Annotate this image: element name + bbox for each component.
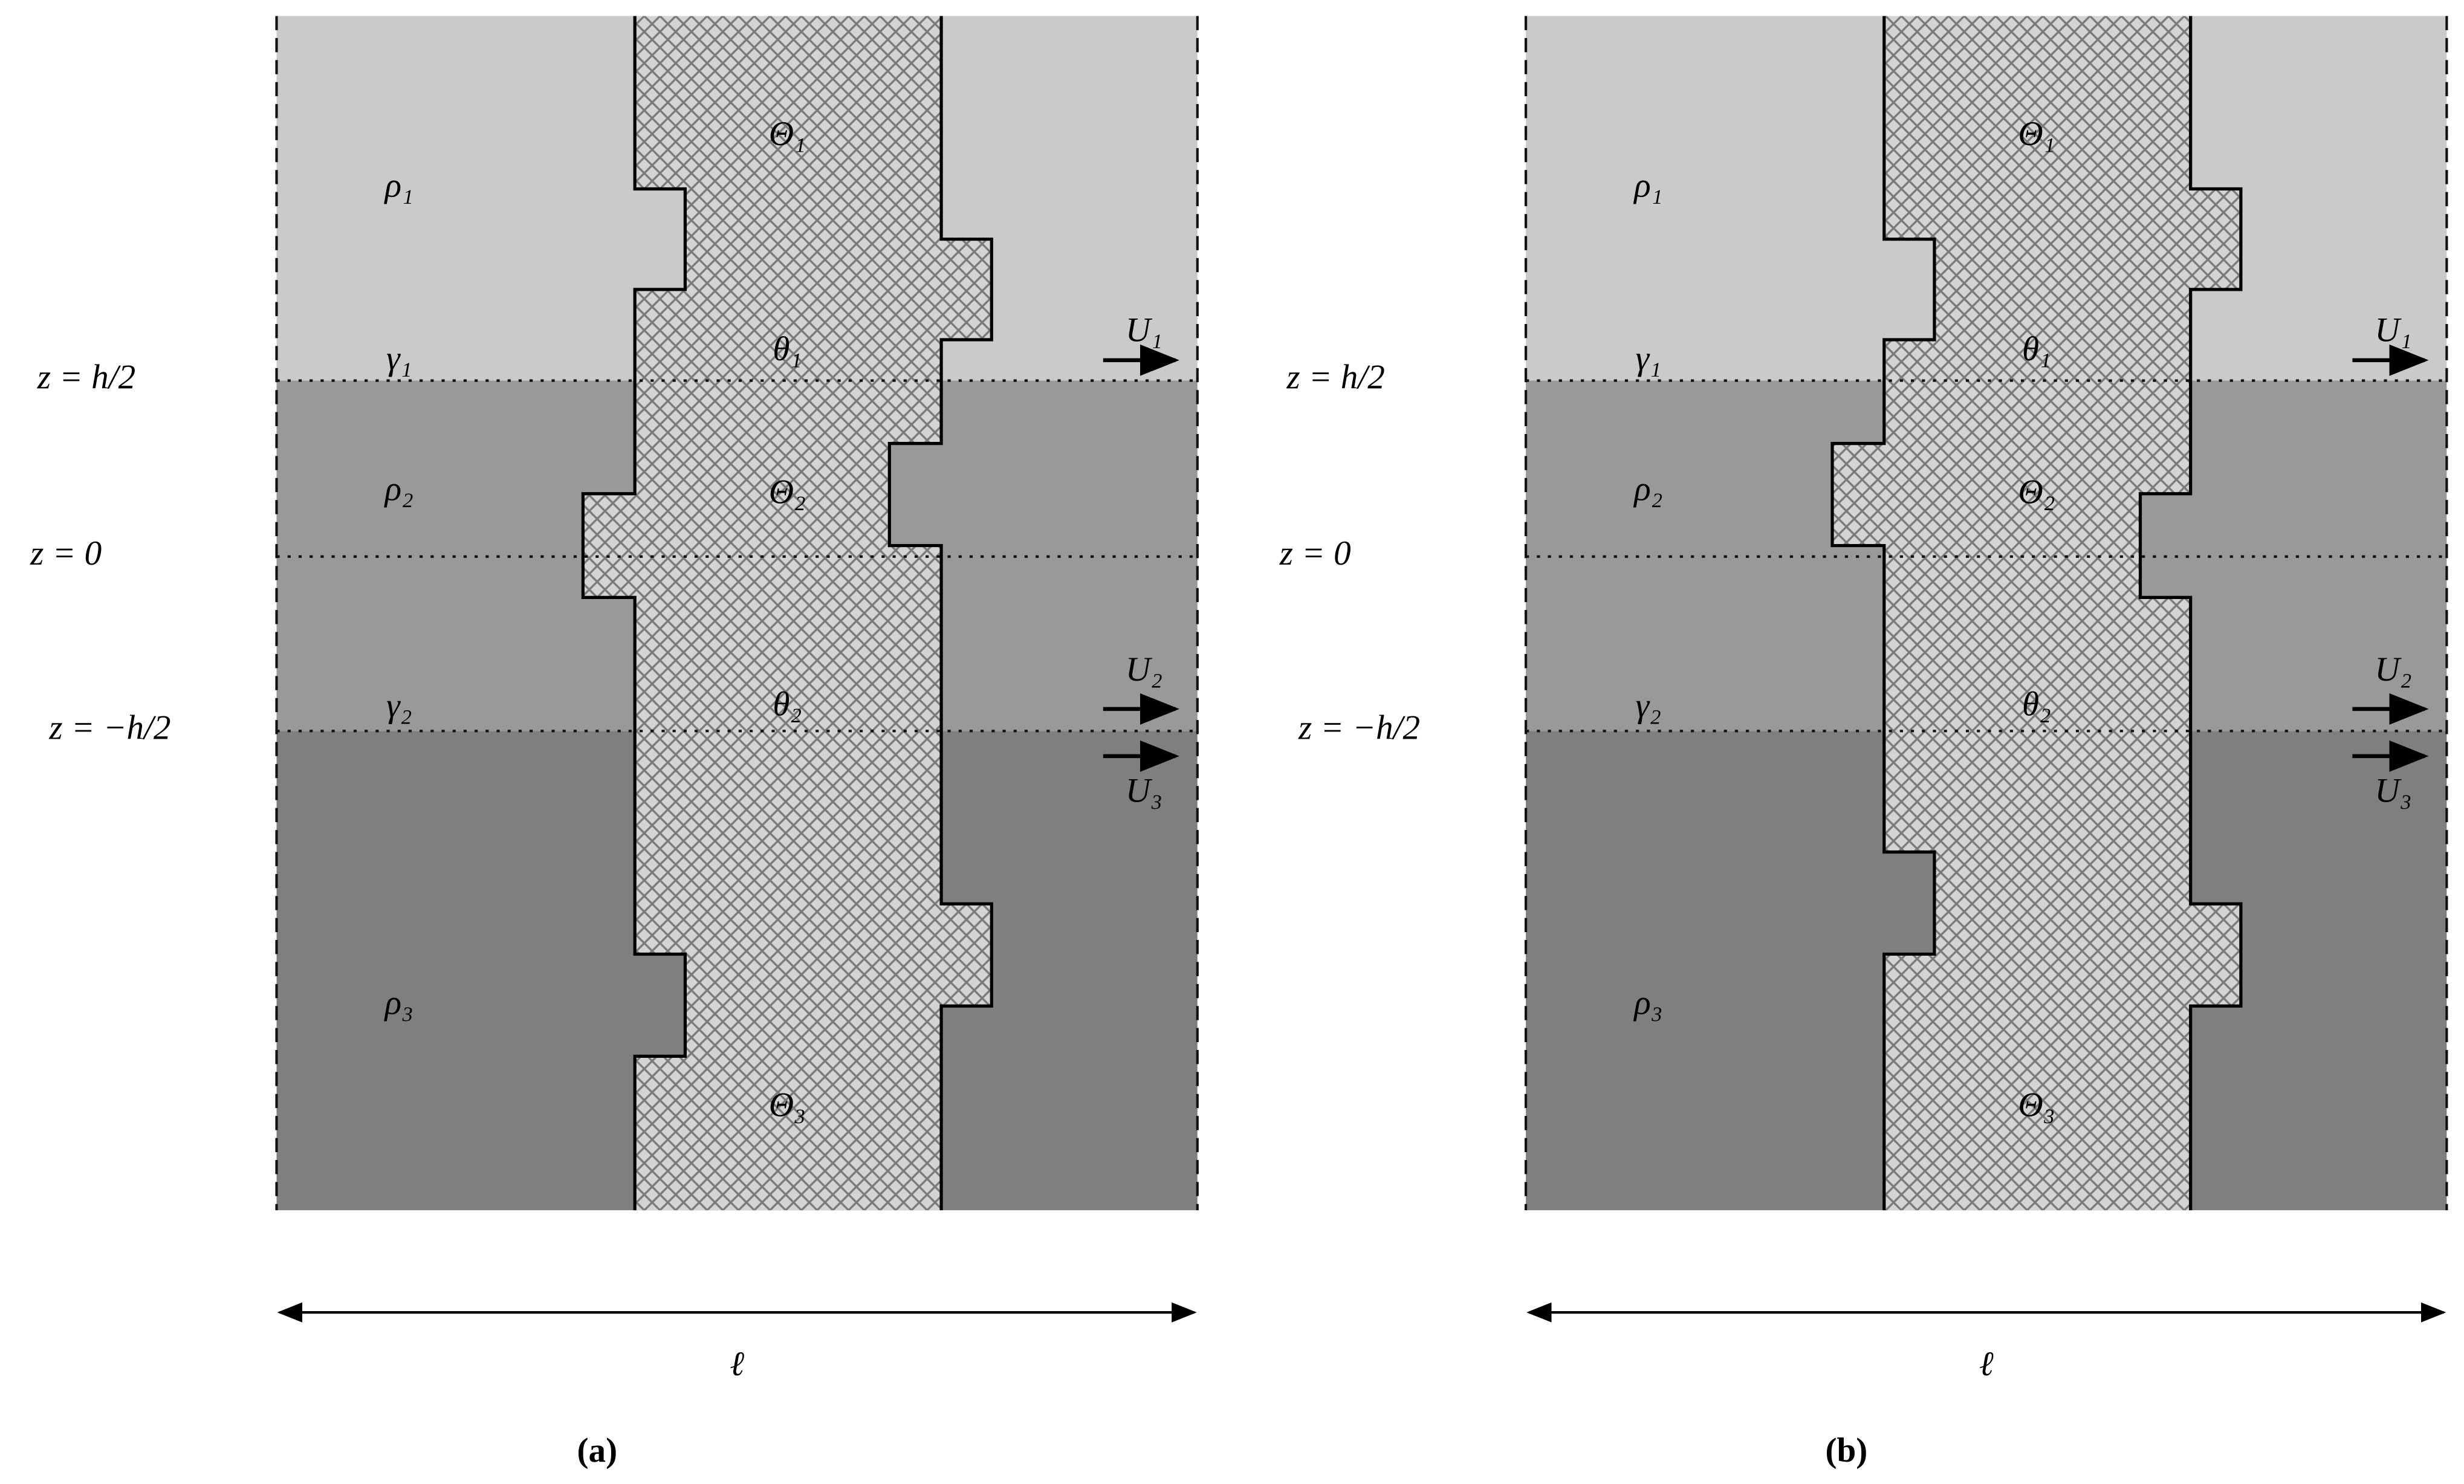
- layer-angle-label: Θ₃: [769, 1086, 806, 1124]
- caption: (a): [577, 1431, 617, 1469]
- interface-angle-label: θ₁: [773, 330, 802, 368]
- surface-tension-label: γ₂: [386, 687, 412, 725]
- layer-angle-label: Θ₂: [769, 473, 806, 511]
- density-label: ρ₂: [1633, 470, 1662, 508]
- hatched-column: [583, 16, 992, 1211]
- velocity-label: U₂: [1126, 650, 1162, 689]
- z-level-label: z = 0: [30, 534, 102, 572]
- velocity-label: U₂: [2375, 650, 2411, 689]
- z-level-label: z = h/2: [37, 358, 135, 397]
- column-edge: [887, 16, 993, 1211]
- column-edge: [1830, 16, 1936, 1211]
- density-label: ρ₃: [384, 983, 413, 1022]
- density-label: ρ₃: [1633, 983, 1662, 1022]
- z-level-label: z = 0: [1279, 534, 1351, 572]
- layer-angle-label: Θ₂: [2018, 473, 2055, 511]
- column-edge: [581, 16, 687, 1211]
- velocity-label: U₃: [2375, 771, 2411, 809]
- interface-angle-label: θ₂: [2022, 685, 2051, 723]
- surface-tension-label: γ₁: [1636, 340, 1661, 378]
- column-edge: [2138, 16, 2243, 1211]
- velocity-label: U₁: [1126, 311, 1162, 349]
- layer-angle-label: Θ₁: [2018, 115, 2055, 153]
- width-label: ℓ: [1979, 1345, 1994, 1383]
- z-level-label: z = −h/2: [1298, 708, 1420, 747]
- interface-angle-label: θ₁: [2022, 330, 2051, 368]
- hatched-column: [1832, 16, 2241, 1211]
- surface-tension-label: γ₂: [1636, 687, 1661, 725]
- layer-angle-label: Θ₃: [2018, 1086, 2055, 1124]
- width-label: ℓ: [730, 1345, 744, 1383]
- z-level-label: z = h/2: [1286, 358, 1384, 397]
- density-label: ρ₁: [384, 167, 413, 205]
- density-label: ρ₂: [384, 470, 413, 508]
- interface-angle-label: θ₂: [773, 685, 802, 723]
- velocity-label: U₃: [1126, 771, 1162, 809]
- velocity-label: U₁: [2375, 311, 2411, 349]
- z-level-label: z = −h/2: [48, 708, 170, 747]
- density-label: ρ₁: [1633, 167, 1662, 205]
- layer-angle-label: Θ₁: [769, 115, 806, 153]
- surface-tension-label: γ₁: [386, 340, 412, 378]
- caption: (b): [1825, 1431, 1867, 1469]
